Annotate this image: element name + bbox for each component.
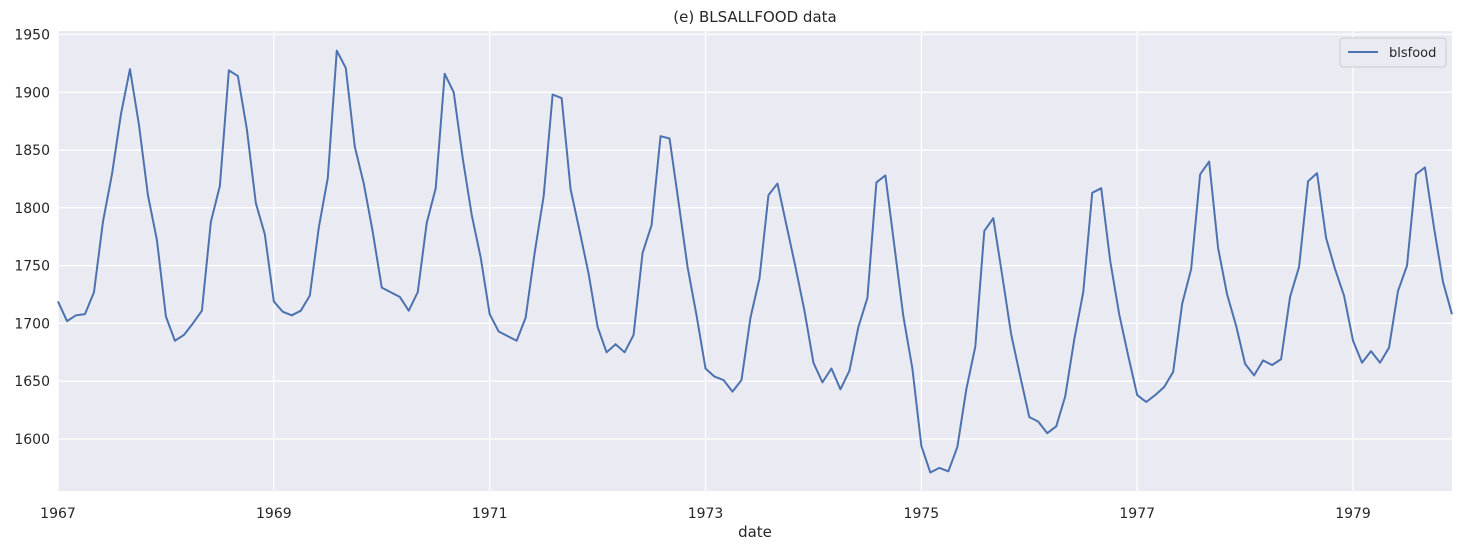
x-axis-label: date [738, 523, 772, 541]
y-tick-label: 1900 [14, 85, 50, 101]
y-tick-label: 1800 [14, 201, 50, 217]
x-tick-label: 1969 [256, 506, 292, 522]
series-line-blsfood [57, 49, 1453, 474]
series-lines [57, 49, 1453, 474]
y-tick-label: 1950 [14, 27, 50, 43]
x-tick-label: 1979 [1335, 506, 1371, 522]
y-tick-label: 1600 [14, 432, 50, 448]
x-tick-label: 1977 [1119, 506, 1155, 522]
x-tick-label: 1975 [904, 506, 940, 522]
y-tick-label: 1850 [14, 143, 50, 159]
tick-labels: 1600 1650 1700 1750 1800 1850 1900 1950 1967 1969… [14, 27, 1370, 522]
legend-label-blsfood: blsfood [1389, 46, 1436, 61]
x-tick-label: 1973 [688, 506, 724, 522]
chart-title: (e) BLSALLFOOD data [673, 8, 836, 26]
legend-box [1339, 37, 1447, 68]
grid-lines [57, 31, 1452, 491]
plot-area [58, 31, 1452, 491]
y-tick-label: 1650 [14, 374, 50, 390]
x-tick-label: 1971 [472, 506, 508, 522]
x-tick-label: 1967 [40, 506, 76, 522]
y-tick-label: 1750 [14, 259, 50, 275]
legend: blsfood [1339, 37, 1447, 68]
y-tick-label: 1700 [14, 316, 50, 332]
